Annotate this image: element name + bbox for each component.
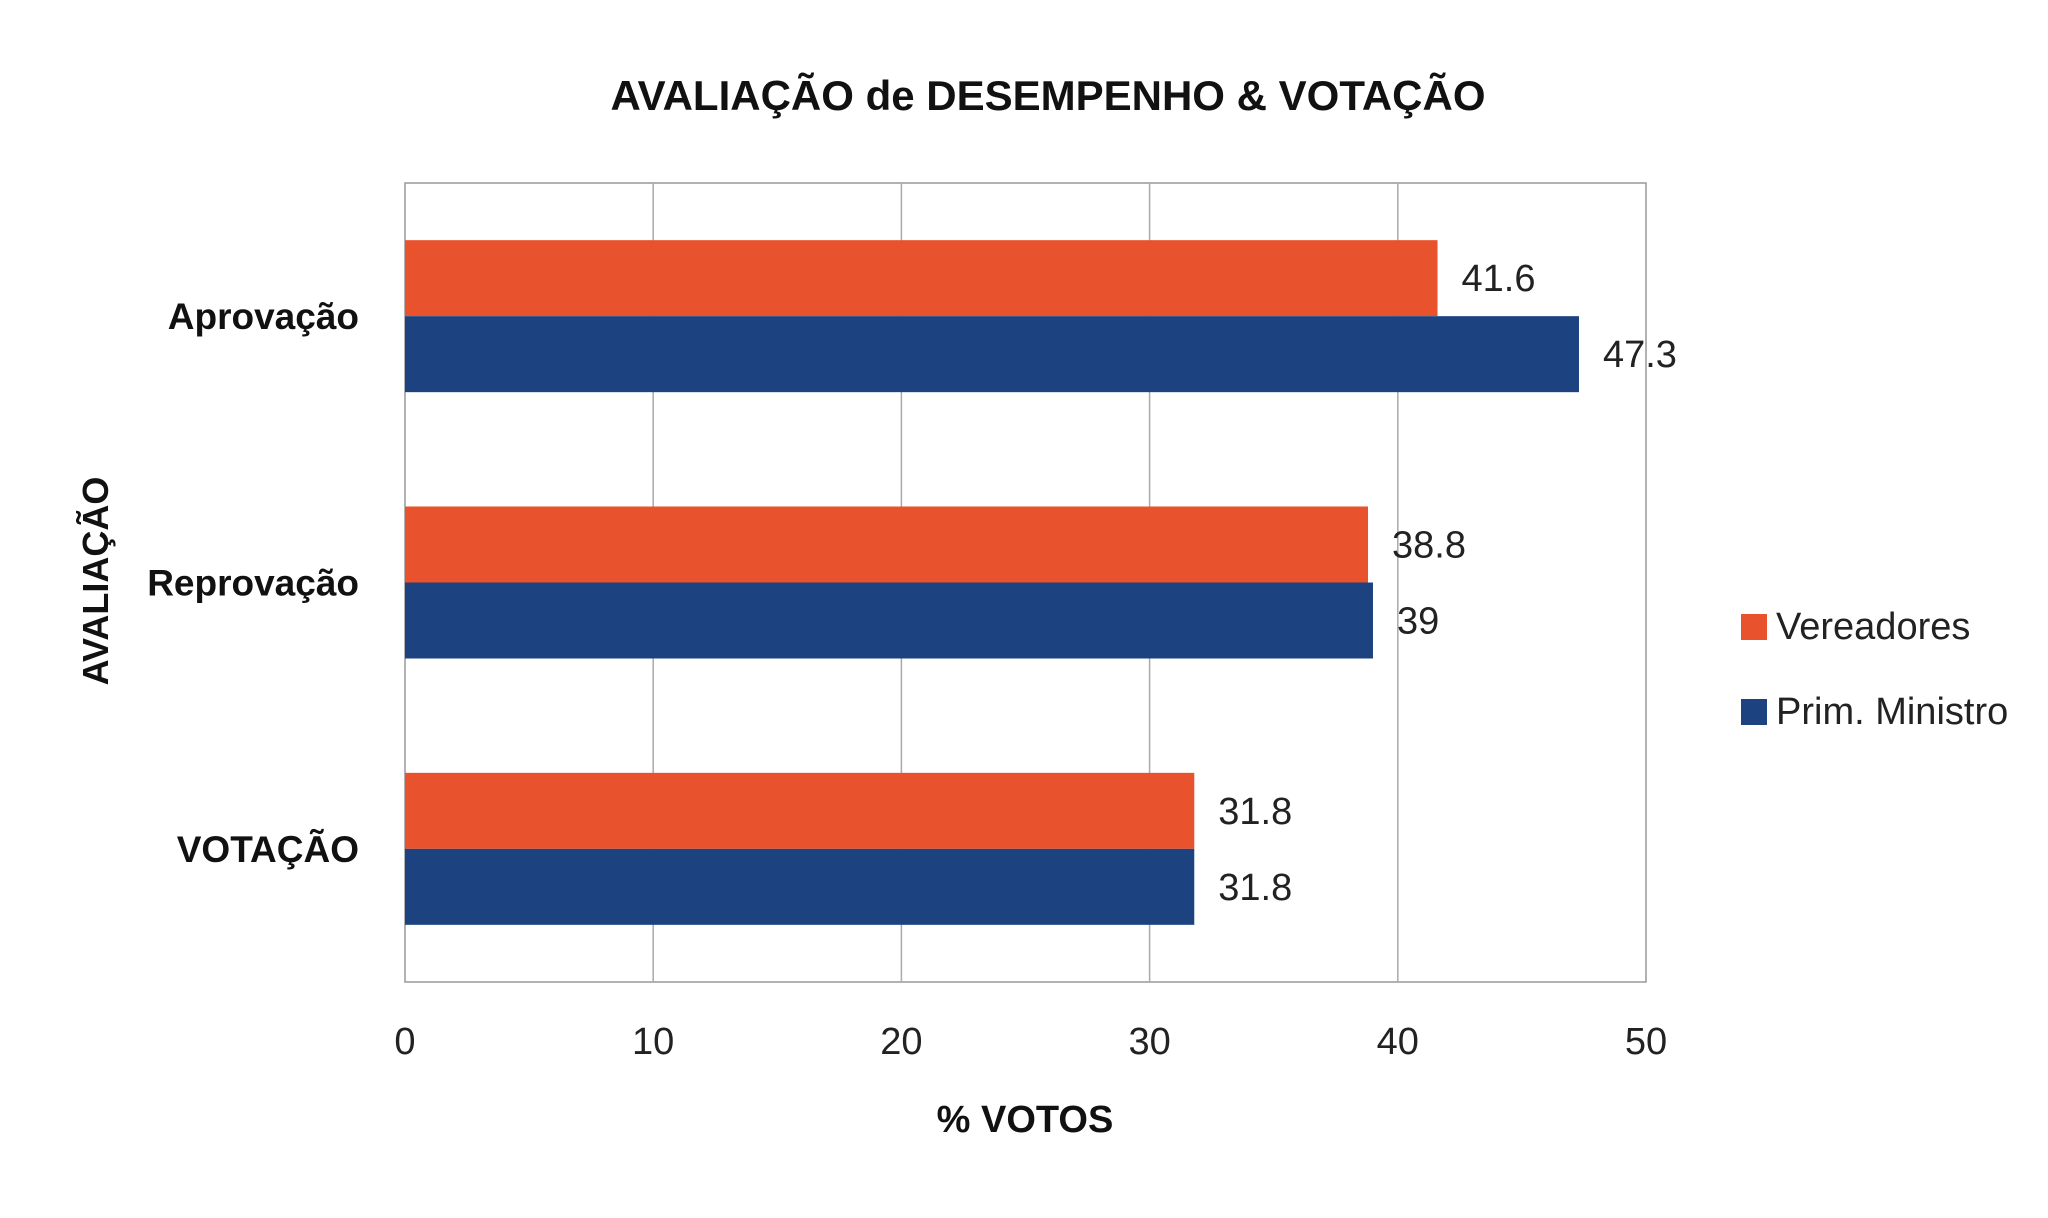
data-label: 47.3 <box>1603 334 1677 376</box>
bar <box>405 506 1369 583</box>
data-label: 41.6 <box>1462 258 1536 300</box>
legend-swatch <box>1741 699 1767 725</box>
x-tick-label: 20 <box>880 1021 922 1063</box>
bar <box>405 316 1579 393</box>
legend-swatch <box>1741 614 1767 640</box>
data-label: 31.8 <box>1218 867 1292 909</box>
x-tick-label: 0 <box>394 1021 415 1063</box>
legend-label: Vereadores <box>1776 606 1970 648</box>
category-label: VOTAÇÃO <box>177 828 359 870</box>
bar <box>405 772 1195 849</box>
bar <box>405 582 1373 659</box>
category-label: Aprovação <box>168 296 359 337</box>
x-tick-label: 40 <box>1377 1021 1419 1063</box>
x-tick-label: 30 <box>1128 1021 1170 1063</box>
data-label: 31.8 <box>1218 791 1292 833</box>
category-label: Reprovação <box>147 563 359 604</box>
data-label: 38.8 <box>1392 525 1466 567</box>
bar <box>405 848 1195 925</box>
chart-title: AVALIAÇÃO de DESEMPENHO & VOTAÇÃO <box>610 72 1485 119</box>
legend-label: Prim. Ministro <box>1776 691 2008 733</box>
bar <box>405 240 1438 317</box>
x-tick-label: 50 <box>1625 1021 1667 1063</box>
x-tick-label: 10 <box>632 1021 674 1063</box>
data-label: 39 <box>1397 601 1439 643</box>
x-axis-label: % VOTOS <box>937 1099 1114 1141</box>
y-axis-label: AVALIAÇÃO <box>74 477 116 686</box>
